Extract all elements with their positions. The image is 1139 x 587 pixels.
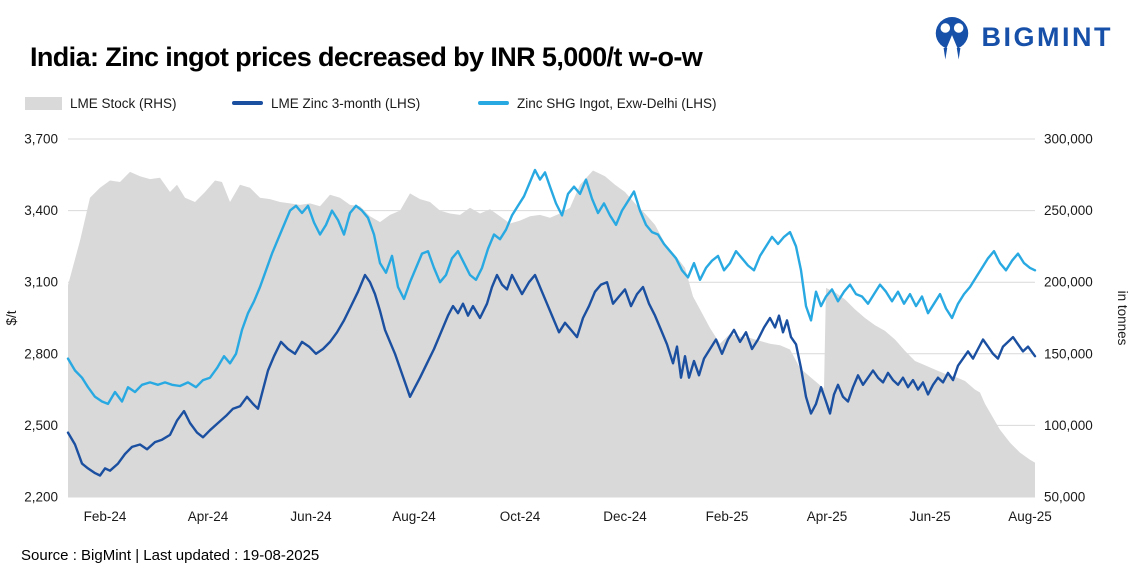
svg-text:Apr-24: Apr-24: [188, 509, 229, 524]
right-axis-labels: 50,000 100,000 150,000 200,000 250,000 300,00…: [1044, 132, 1093, 505]
svg-text:2,200: 2,200: [24, 490, 58, 505]
bigmint-logo: BIGMINT: [931, 14, 1114, 61]
x-axis-labels: Feb-24 Apr-24 Jun-24 Aug-24 Oct-24 Dec-24 Feb-…: [84, 509, 1052, 524]
page-title: India: Zinc ingot prices decreased by IN…: [30, 42, 703, 72]
shg-ingot-line: [66, 168, 1037, 406]
svg-text:Aug-25: Aug-25: [1008, 509, 1052, 524]
svg-text:Feb-24: Feb-24: [84, 509, 127, 524]
svg-text:200,000: 200,000: [1044, 275, 1093, 290]
source-note: Source : BigMint | Last updated : 19-08-…: [21, 547, 320, 564]
svg-text:Oct-24: Oct-24: [500, 509, 541, 524]
legend-label: LME Zinc 3-month (LHS): [271, 95, 421, 111]
svg-text:2,500: 2,500: [24, 418, 58, 433]
svg-text:300,000: 300,000: [1044, 132, 1093, 147]
lme-stock-area: [68, 170, 1035, 497]
legend-item-lme-zinc: LME Zinc 3-month (LHS): [232, 94, 420, 112]
left-axis-labels: 2,200 2,500 2,800 3,100 3,400 3,700: [24, 132, 58, 505]
bigmint-logo-icon: [935, 16, 968, 60]
svg-text:3,400: 3,400: [24, 203, 58, 218]
svg-text:Feb-25: Feb-25: [706, 509, 749, 524]
svg-text:150,000: 150,000: [1044, 346, 1093, 361]
svg-text:100,000: 100,000: [1044, 418, 1093, 433]
svg-text:3,100: 3,100: [24, 275, 58, 290]
lme-stock-swatch: [25, 96, 62, 110]
svg-text:Apr-25: Apr-25: [807, 509, 848, 524]
legend-item-lme-stock: LME Stock (RHS): [25, 94, 177, 112]
shg-ingot-swatch: [478, 101, 509, 105]
svg-text:3,700: 3,700: [24, 132, 58, 147]
right-axis-title: in tonnes: [1115, 291, 1130, 346]
svg-text:Aug-24: Aug-24: [392, 509, 436, 524]
bigmint-logo-text: BIGMINT: [981, 22, 1113, 52]
svg-text:Jun-25: Jun-25: [909, 509, 950, 524]
left-axis-title: $/t: [4, 310, 19, 325]
svg-text:2,800: 2,800: [24, 346, 58, 361]
legend-item-shg-ingot: Zinc SHG Ingot, Exw-Delhi (LHS): [478, 94, 717, 112]
svg-text:250,000: 250,000: [1044, 203, 1093, 218]
lme-zinc-line: [66, 273, 1037, 477]
legend-label: LME Stock (RHS): [70, 95, 177, 111]
svg-text:50,000: 50,000: [1044, 490, 1085, 505]
lme-zinc-swatch: [232, 101, 263, 105]
svg-text:Dec-24: Dec-24: [603, 509, 647, 524]
svg-text:Jun-24: Jun-24: [290, 509, 332, 524]
legend-label: Zinc SHG Ingot, Exw-Delhi (LHS): [517, 95, 717, 111]
